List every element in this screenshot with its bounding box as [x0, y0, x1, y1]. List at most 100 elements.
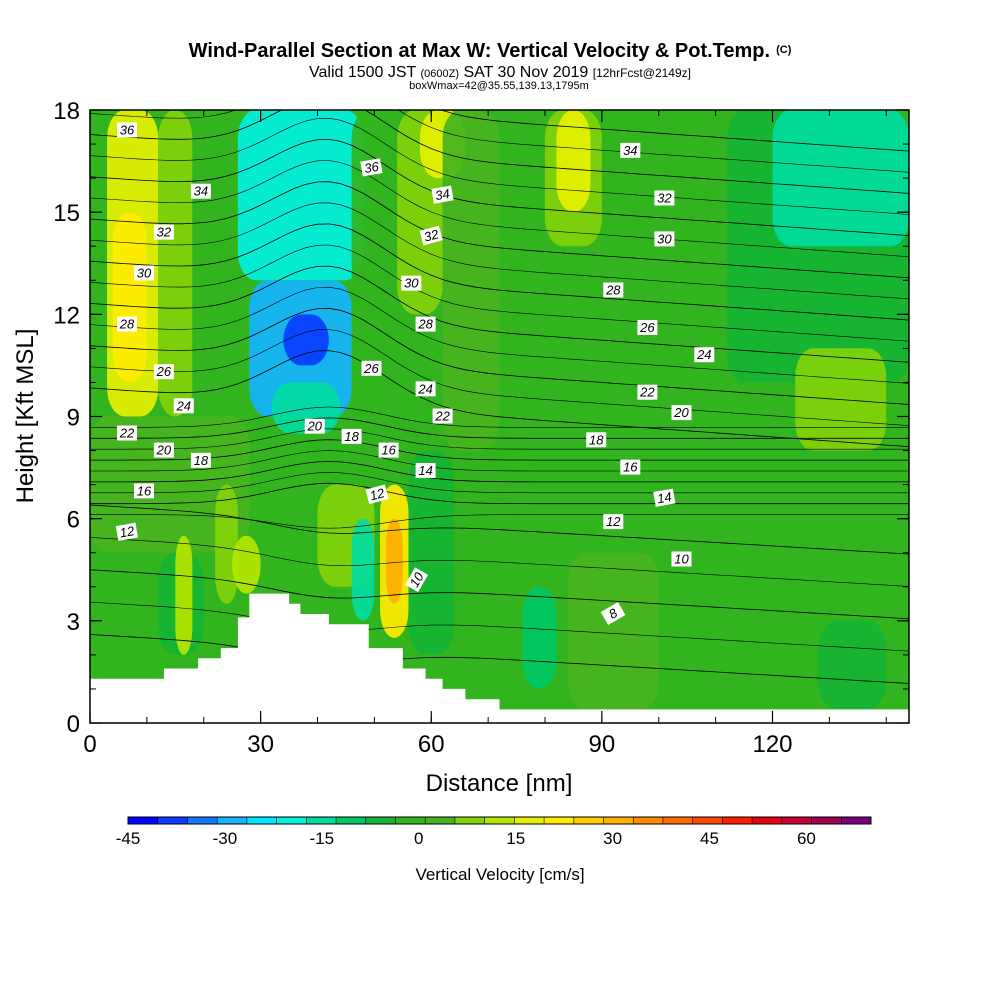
theta-label-box: [431, 185, 454, 204]
y-axis-label: Height [Kft MSL]: [12, 329, 39, 504]
velocity-patch: [215, 484, 238, 604]
terrain-layer: [90, 593, 909, 723]
velocity-patch: [727, 450, 909, 621]
theta-label: 32: [419, 225, 443, 246]
velocity-patch: [237, 110, 363, 281]
colorbar-tick-label: 45: [700, 829, 719, 848]
theta-label: 18: [341, 428, 362, 444]
theta-label: 10: [405, 567, 429, 593]
y-tick-label: 12: [53, 302, 80, 329]
colorbar-swatch: [811, 817, 842, 824]
theta-label-box: [603, 282, 624, 298]
theta-label: 32: [153, 224, 174, 240]
theta-label-text: 18: [194, 453, 209, 468]
theta-label-text: 28: [605, 283, 621, 298]
theta-label-box: [117, 122, 137, 138]
theta-label-box: [361, 360, 382, 376]
theta-contour-minor: [90, 428, 909, 450]
theta-label-box: [603, 514, 624, 530]
theta-label-text: 36: [120, 122, 135, 137]
velocity-patch: [112, 212, 147, 383]
theta-label: 28: [117, 316, 137, 332]
theta-label-text: 12: [118, 523, 136, 540]
theta-label-text: 12: [368, 485, 387, 503]
theta-contour-18: [90, 439, 909, 461]
theta-contour-minor: [90, 514, 909, 529]
theta-label-text: 14: [656, 489, 673, 506]
theta-label: 26: [153, 364, 174, 380]
theta-contour-layer: [90, 110, 909, 684]
theta-label-text: 34: [623, 143, 637, 158]
y-tick-label: 15: [53, 200, 80, 227]
velocity-patch: [556, 110, 591, 213]
theta-label-box: [586, 432, 607, 448]
theta-label-text: 18: [589, 432, 604, 447]
subtitle-forecast: [12hrFcst@2149z]: [593, 66, 691, 80]
theta-label-box: [419, 225, 443, 246]
colorbar-swatch: [573, 817, 605, 824]
colorbar-swatch: [336, 817, 367, 824]
chart-subtitle: Valid 1500 JST (0600Z) SAT 30 Nov 2019 […: [309, 64, 691, 81]
theta-label-box: [620, 142, 641, 158]
theta-label-text: 30: [657, 231, 672, 246]
theta-contour-34: [90, 110, 909, 194]
colorbar-tick-label: 30: [603, 829, 622, 848]
subtitle-date: SAT 30 Nov 2019: [463, 64, 588, 81]
theta-label-text: 22: [119, 426, 135, 441]
theta-label-box: [654, 231, 675, 247]
theta-label: 20: [153, 442, 174, 458]
theta-label: 22: [117, 425, 137, 441]
theta-contour-36: [440, 110, 909, 152]
velocity-patch: [175, 535, 193, 655]
velocity-patch: [283, 314, 329, 366]
theta-label-text: 26: [639, 320, 655, 335]
theta-label-box: [360, 158, 383, 177]
theta-label-text: 10: [674, 552, 689, 567]
colorbar-swatch: [544, 817, 575, 824]
theta-label-box: [153, 442, 174, 458]
theta-contour-20: [90, 417, 909, 439]
theta-contour-minor: [90, 286, 909, 384]
theta-label: 16: [378, 442, 399, 458]
subtitle-valid: Valid 1500 JST: [309, 64, 417, 81]
colorbar-tick-label: -30: [213, 829, 238, 848]
theta-label: 30: [134, 265, 154, 281]
theta-label-layer: 3634323028262422201816123634323028262422…: [115, 122, 715, 626]
theta-label-box: [405, 567, 429, 593]
colorbar-swatch: [841, 817, 872, 824]
velocity-fill-layer: [90, 110, 909, 723]
colorbar-frame: [127, 816, 872, 825]
theta-contour-minor: [90, 537, 909, 587]
colorbar-swatch: [484, 817, 515, 824]
chart-title: Wind-Parallel Section at Max W: Vertical…: [189, 40, 792, 62]
colorbar-swatch: [187, 817, 218, 824]
theta-label: 12: [603, 514, 624, 530]
theta-contour-minor: [90, 472, 909, 494]
theta-label-box: [153, 364, 174, 380]
theta-label: 36: [360, 158, 383, 177]
theta-label-text: 20: [673, 405, 689, 420]
colorbar-swatch: [217, 817, 248, 824]
theta-label-box: [153, 224, 174, 240]
y-tick-label: 9: [67, 405, 80, 432]
theta-label-text: 18: [344, 429, 359, 444]
theta-label-text: 24: [696, 347, 711, 362]
x-tick-label: 0: [83, 731, 96, 758]
colorbar-tick-label: -45: [116, 829, 141, 848]
theta-label-text: 26: [156, 364, 172, 379]
x-tick-label: 120: [752, 731, 792, 758]
theta-label: 22: [637, 384, 658, 400]
chart-info-line: boxWmax=42@35.55,139.13,1795m: [409, 80, 589, 92]
theta-contour-minor: [90, 117, 909, 215]
theta-contour-28: [90, 223, 909, 321]
theta-label-text: 14: [418, 463, 432, 478]
theta-label-box: [365, 484, 389, 505]
theta-label-text: 30: [137, 266, 152, 281]
theta-label: 30: [401, 275, 422, 291]
colorbar-swatch: [781, 817, 813, 824]
theta-label-text: 32: [422, 226, 441, 244]
theta-contour-minor: [90, 202, 909, 300]
theta-label-box: [600, 602, 626, 626]
